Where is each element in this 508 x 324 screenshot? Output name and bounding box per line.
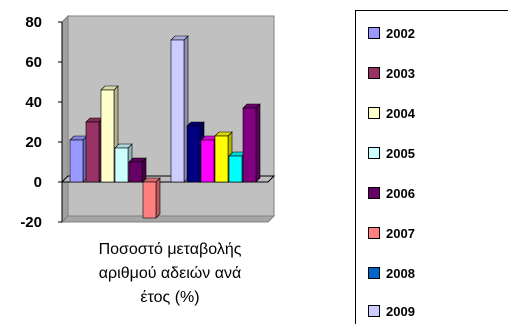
legend: 2002 2003 2004 2005 2006 2007 2008 2009	[355, 10, 508, 324]
bar-series-13	[242, 103, 261, 183]
legend-swatch	[368, 227, 380, 239]
bar-side	[155, 177, 161, 219]
bar-front	[100, 89, 115, 183]
bar-side	[255, 103, 261, 183]
legend-item-2009: 2009	[368, 303, 415, 319]
bar-front	[142, 181, 157, 219]
bar-2006	[128, 157, 147, 183]
bars	[69, 35, 261, 219]
bar-2003	[85, 117, 104, 183]
legend-swatch	[368, 305, 380, 317]
y-tick-label: -20	[20, 214, 42, 231]
bar-front	[228, 155, 243, 183]
legend-item-2002: 2002	[368, 25, 415, 41]
category-label-line: Ποσοστό μεταβολής	[98, 241, 242, 258]
legend-label: 2007	[386, 225, 415, 241]
legend-label: 2004	[386, 105, 415, 121]
bar-2009	[170, 35, 189, 183]
legend-swatch	[368, 27, 380, 39]
legend-item-2006: 2006	[368, 185, 415, 201]
bar-2007	[142, 177, 161, 219]
y-tick-label: 60	[25, 54, 42, 71]
legend-swatch	[368, 107, 380, 119]
floor	[60, 215, 276, 223]
bar-2002	[69, 135, 88, 183]
bar-front	[200, 139, 215, 183]
legend-item-2007: 2007	[368, 225, 415, 241]
legend-item-2008: 2008	[368, 265, 415, 281]
bar-front	[242, 107, 257, 183]
bar-front	[114, 147, 129, 183]
side-wall	[61, 14, 69, 224]
legend-label: 2008	[386, 265, 415, 281]
legend-swatch	[368, 187, 380, 199]
bar-front	[128, 161, 143, 183]
legend-swatch	[368, 267, 380, 279]
bar-front	[69, 139, 84, 183]
legend-label: 2006	[386, 185, 415, 201]
y-tick-label: 80	[25, 14, 42, 31]
y-axis: 80 60 40 20 0 -20	[20, 14, 63, 231]
bar-front	[186, 125, 201, 183]
legend-label: 2005	[386, 145, 415, 161]
legend-label: 2003	[386, 65, 415, 81]
legend-item-2005: 2005	[368, 145, 415, 161]
y-tick-label: 20	[25, 134, 42, 151]
y-tick-label: 0	[34, 174, 42, 191]
bar-chart: 80 60 40 20 0 -20	[20, 14, 276, 231]
legend-item-2003: 2003	[368, 65, 415, 81]
category-label-line: έτος (%)	[140, 289, 200, 306]
legend-swatch	[368, 147, 380, 159]
legend-label: 2002	[386, 25, 415, 41]
bar-front	[85, 121, 100, 183]
legend-swatch	[368, 67, 380, 79]
bar-front	[170, 39, 185, 183]
legend-item-2004: 2004	[368, 105, 415, 121]
y-tick-label: 40	[25, 94, 42, 111]
legend-label: 2009	[386, 303, 415, 319]
category-label: Ποσοστό μεταβολής αριθμού αδειών ανά έτο…	[60, 238, 280, 310]
bar-front	[214, 135, 229, 183]
category-label-line: αριθμού αδειών ανά	[98, 265, 242, 282]
